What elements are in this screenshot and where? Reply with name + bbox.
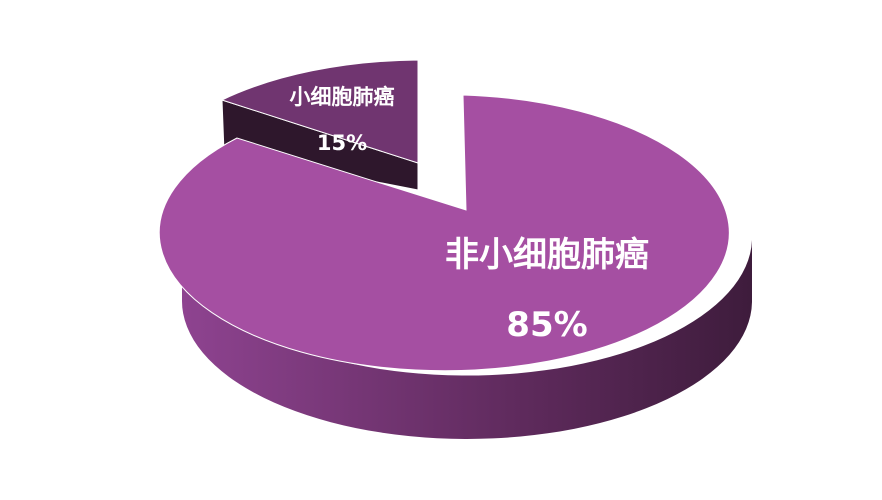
value-nsclc: 85%	[506, 305, 587, 345]
slice-nsclc	[158, 94, 730, 372]
slice-side-nsclc	[181, 235, 752, 439]
slice-sclc	[220, 59, 419, 164]
value-sclc: 15%	[317, 131, 367, 155]
label-nsclc: 非小细胞肺癌	[445, 235, 649, 275]
label-sclc: 小细胞肺癌	[290, 85, 395, 109]
